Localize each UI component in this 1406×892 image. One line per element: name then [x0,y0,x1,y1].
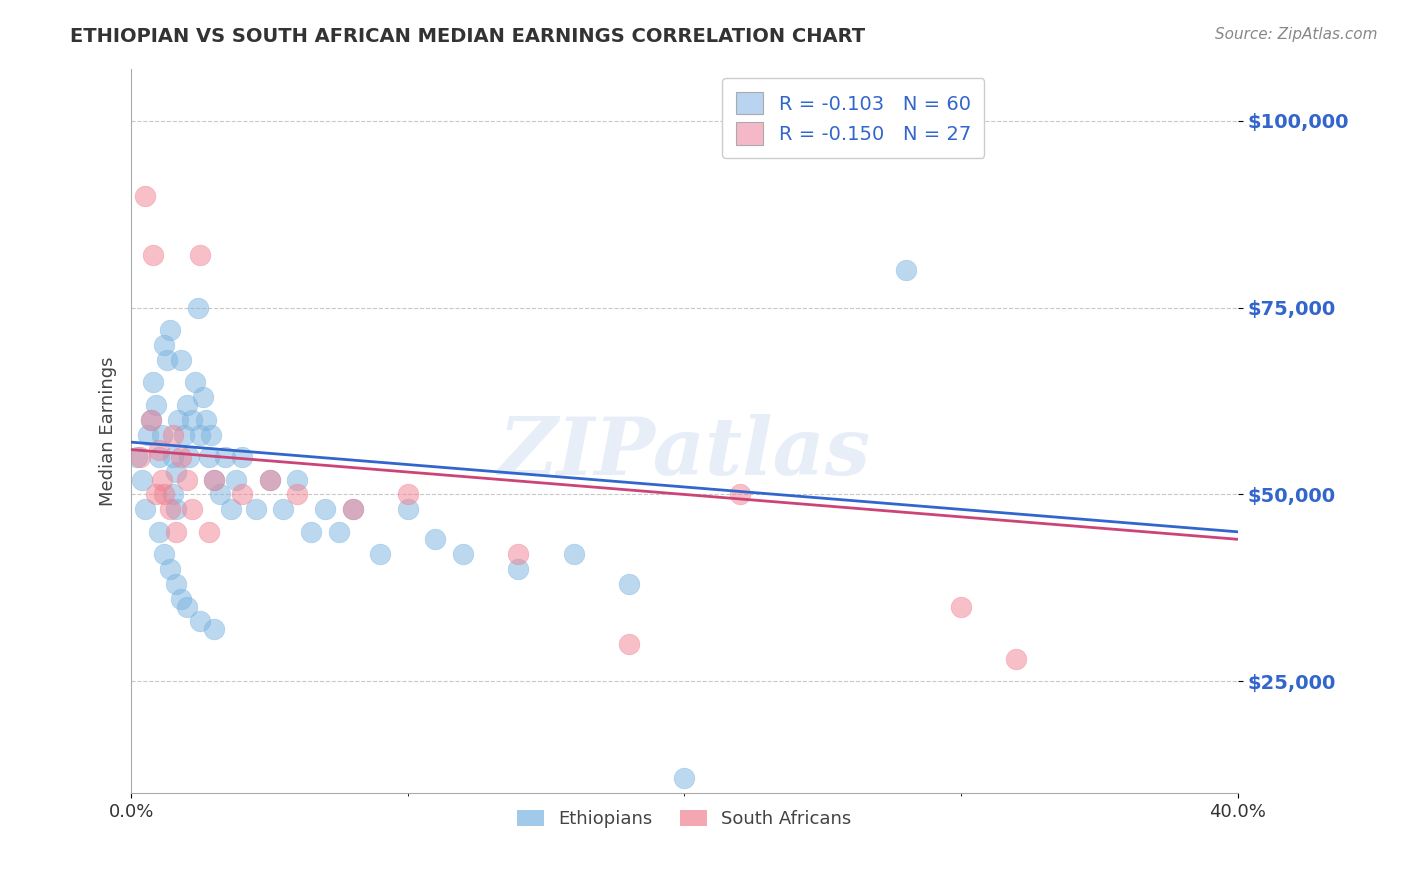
Point [184,376,207,390]
Point [170,450,193,464]
Point [139,413,162,427]
Point [165,577,187,591]
Point [181,502,204,516]
Point [150,427,173,442]
Point [165,465,187,479]
Point [190,615,212,629]
Point [181,413,204,427]
Point [508,562,530,576]
Point [368,547,391,561]
Point [617,577,640,591]
Point [231,450,253,464]
Point [673,772,696,786]
Point [202,473,225,487]
Point [200,427,222,442]
Point [153,487,176,501]
Point [225,473,247,487]
Point [131,473,153,487]
Point [197,524,219,539]
Point [342,502,364,516]
Point [894,263,917,277]
Point [170,592,193,607]
Point [176,599,198,614]
Point [451,547,474,561]
Point [145,487,167,501]
Point [202,622,225,636]
Point [156,353,179,368]
Point [285,487,308,501]
Point [162,427,184,442]
Point [508,547,530,561]
Point [170,353,193,368]
Point [148,524,170,539]
Text: ETHIOPIAN VS SOUTH AFRICAN MEDIAN EARNINGS CORRELATION CHART: ETHIOPIAN VS SOUTH AFRICAN MEDIAN EARNIN… [70,27,866,45]
Point [162,487,184,501]
Point [314,502,336,516]
Point [139,413,162,427]
Point [148,450,170,464]
Point [214,450,236,464]
Point [396,502,419,516]
Point [159,323,181,337]
Point [148,442,170,457]
Point [176,473,198,487]
Point [145,398,167,412]
Point [231,487,253,501]
Point [142,248,165,262]
Point [1005,652,1028,666]
Point [153,547,176,561]
Point [197,450,219,464]
Point [190,248,212,262]
Point [173,427,195,442]
Point [159,502,181,516]
Point [285,473,308,487]
Point [219,502,242,516]
Point [128,450,150,464]
Point [342,502,364,516]
Point [328,524,350,539]
Point [190,427,212,442]
Point [134,502,156,516]
Point [165,524,187,539]
Point [136,427,159,442]
Point [273,502,295,516]
Point [194,413,217,427]
Text: ZIPatlas: ZIPatlas [498,414,870,491]
Point [617,637,640,651]
Y-axis label: Median Earnings: Median Earnings [100,356,117,506]
Point [562,547,585,561]
Point [150,473,173,487]
Point [191,390,214,404]
Point [167,413,190,427]
Point [259,473,281,487]
Point [187,301,209,315]
Point [176,398,198,412]
Point [165,502,187,516]
Point [162,450,184,464]
Point [299,524,322,539]
Point [245,502,267,516]
Legend: Ethiopians, South Africans: Ethiopians, South Africans [510,802,859,835]
Point [425,533,447,547]
Point [125,450,148,464]
Point [202,473,225,487]
Point [179,450,201,464]
Point [208,487,231,501]
Point [153,338,176,352]
Point [950,599,973,614]
Point [134,188,156,202]
Point [259,473,281,487]
Point [728,487,751,501]
Point [396,487,419,501]
Text: Source: ZipAtlas.com: Source: ZipAtlas.com [1215,27,1378,42]
Point [142,376,165,390]
Point [159,562,181,576]
